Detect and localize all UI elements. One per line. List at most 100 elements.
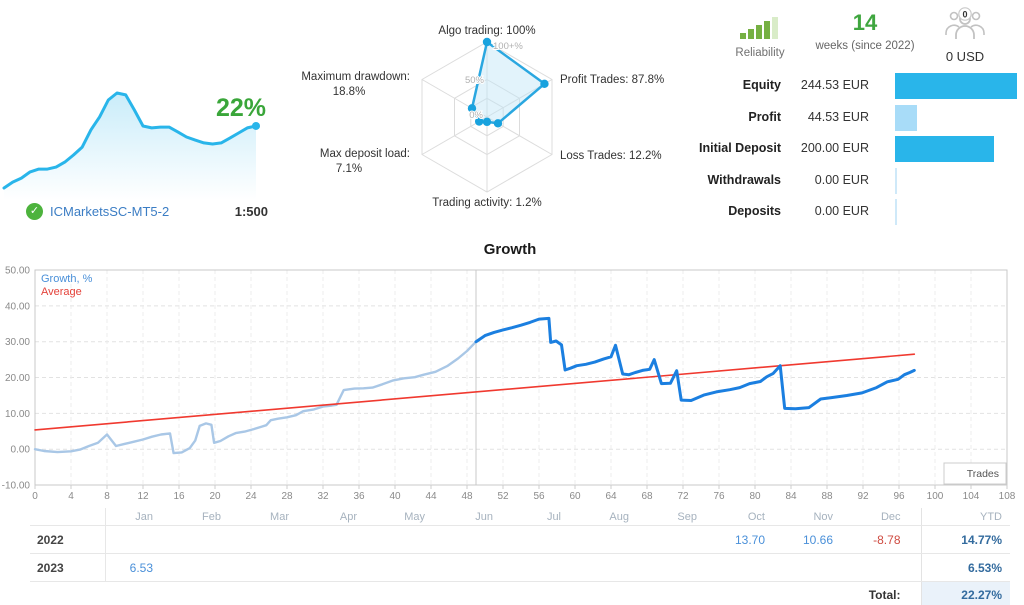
- investors-amount: 0 USD: [945, 49, 985, 64]
- x-tick-label: 36: [353, 491, 365, 502]
- x-tick-label: 16: [173, 491, 185, 502]
- stats-card: Reliability 14 weeks (since 2022) 0 0 US…: [699, 0, 1024, 235]
- month-header: Jul: [513, 508, 581, 526]
- total-ytd-cell: 22.27%: [920, 581, 1010, 605]
- x-tick-label: 4: [68, 491, 74, 502]
- radar-axis-label: Algo trading: 100%: [387, 24, 587, 38]
- weeks-block: 14 weeks (since 2022): [810, 10, 920, 52]
- x-tick-label: 0: [32, 491, 38, 502]
- x-tick-label: 96: [893, 491, 905, 502]
- sparkline-area: [4, 93, 256, 200]
- radar-axis-label: Max deposit load: 7.1%: [288, 147, 410, 176]
- average-line: [34, 353, 916, 431]
- total-label: Total:: [853, 581, 921, 605]
- month-value-cell: [377, 553, 445, 582]
- radar-vertex-dot: [493, 119, 503, 128]
- month-value-cell: [513, 553, 581, 582]
- radar-chart: 100+% 50% 0%: [421, 37, 553, 193]
- ytd-header: YTD: [920, 508, 1010, 526]
- y-tick-label: 40.00: [5, 301, 30, 312]
- radar-vertex-dot: [482, 37, 492, 47]
- y-tick-label: -10.00: [2, 481, 31, 492]
- x-axis-title: Trades: [967, 468, 999, 480]
- month-value-cell: [581, 525, 649, 554]
- balance-label: Equity: [742, 78, 781, 92]
- month-value-cell: [173, 525, 241, 554]
- month-value-cell: [581, 553, 649, 582]
- month-header: Apr: [309, 508, 377, 526]
- x-tick-label: 44: [425, 491, 437, 502]
- radar-vertex-dot: [540, 79, 549, 89]
- x-tick-label: 52: [497, 491, 509, 502]
- x-tick-label: 80: [749, 491, 761, 502]
- radar-ring-label: 50%: [465, 75, 485, 86]
- x-tick-label: 60: [569, 491, 581, 502]
- radar-axis-label-text: Max deposit load:: [319, 148, 410, 160]
- y-tick-label: 20.00: [5, 373, 30, 384]
- radar-ring: [470, 97, 504, 137]
- investor-count-badge: 0: [962, 10, 967, 20]
- month-header: Mar: [241, 508, 309, 526]
- balance-bar: [895, 136, 995, 162]
- y-tick-label: 50.00: [5, 266, 30, 277]
- month-value-cell: [309, 525, 377, 554]
- x-tick-label: 28: [281, 491, 293, 502]
- monthly-returns: Jan Feb Mar Apr May Jun Jul Aug Sep Oct Nov Dec YTD 2…: [30, 508, 1010, 605]
- month-header: Nov: [785, 508, 853, 526]
- month-header: Dec: [853, 508, 921, 526]
- radar-vertex-dot: [467, 104, 477, 113]
- growth-2023-line: [474, 316, 916, 411]
- weeks-caption: weeks (since 2022): [815, 40, 915, 52]
- legend-growth: Growth, %: [41, 273, 93, 285]
- radar-ring-label: 0%: [469, 110, 483, 121]
- balance-rows: Equity 244.53 EUR Profit 44.53 EUR Initial D…: [699, 70, 1024, 228]
- balance-label: Profit: [748, 109, 781, 124]
- month-value-cell: [173, 553, 241, 582]
- radar-axis-label-text: Loss Trades: 12.2%: [560, 150, 662, 162]
- radar-spoke: [421, 79, 488, 118]
- table-row: 2022 13.70 10.66 -8.78 14.77%: [30, 525, 1010, 554]
- y-tick-label: 10.00: [5, 409, 30, 420]
- radar-ring: [421, 41, 553, 193]
- radar-axis-label-value: 7.1%: [335, 163, 363, 175]
- radar-axis-label: Trading activity: 1.2%: [387, 196, 587, 210]
- balance-row: Profit 44.53 EUR: [700, 102, 1024, 134]
- year-cell: 2023: [30, 553, 105, 582]
- balance-row: Initial Deposit 200.00 EUR: [699, 133, 1024, 165]
- plot-border: [34, 269, 1008, 486]
- gain-label: 22%: [216, 94, 267, 122]
- radar-axis-label-value: 18.8%: [332, 86, 366, 98]
- x-tick-label: 88: [821, 491, 833, 502]
- x-tick-label: 40: [389, 491, 401, 502]
- month-value-cell: [513, 525, 581, 554]
- x-tick-label: 48: [461, 491, 473, 502]
- weeks-count: 14: [852, 10, 878, 35]
- radar-spoke: [486, 79, 553, 118]
- year-cell: 2022: [30, 525, 105, 554]
- month-header: Oct: [717, 508, 785, 526]
- balance-label: Deposits: [728, 204, 781, 218]
- reliability-block: Reliability: [710, 14, 810, 59]
- x-tick-label: 84: [785, 491, 797, 502]
- balance-row: Withdrawals 0.00 EUR: [700, 165, 1024, 197]
- month-value-cell: 6.53: [104, 553, 173, 582]
- radar-spoke: [421, 116, 488, 155]
- account-name[interactable]: ICMarketsSC-MT5-2: [50, 204, 170, 219]
- month-value-cell: [785, 553, 853, 582]
- radar-axis-label-text: Algo trading: 100%: [438, 25, 536, 37]
- month-value-cell: [241, 553, 309, 582]
- month-value-cell: [377, 525, 445, 554]
- account-footer: ✓ ICMarketsSC-MT5-2 1:500: [26, 202, 268, 224]
- sparkline-end-dot: [252, 121, 260, 130]
- x-tick-label: 72: [677, 491, 689, 502]
- balance-label: Initial Deposit: [699, 141, 781, 155]
- growth-chart-title: Growth: [483, 241, 537, 258]
- month-header: May: [377, 508, 445, 526]
- balance-row: Equity 244.53 EUR: [700, 70, 1024, 102]
- account-growth-sparkline-chart: [2, 91, 260, 200]
- table-row: 2023 6.53 6.53%: [30, 553, 1010, 582]
- investors-icon: 0: [945, 7, 985, 39]
- x-tick-label: 76: [713, 491, 725, 502]
- month-value-cell: -8.78: [853, 525, 921, 554]
